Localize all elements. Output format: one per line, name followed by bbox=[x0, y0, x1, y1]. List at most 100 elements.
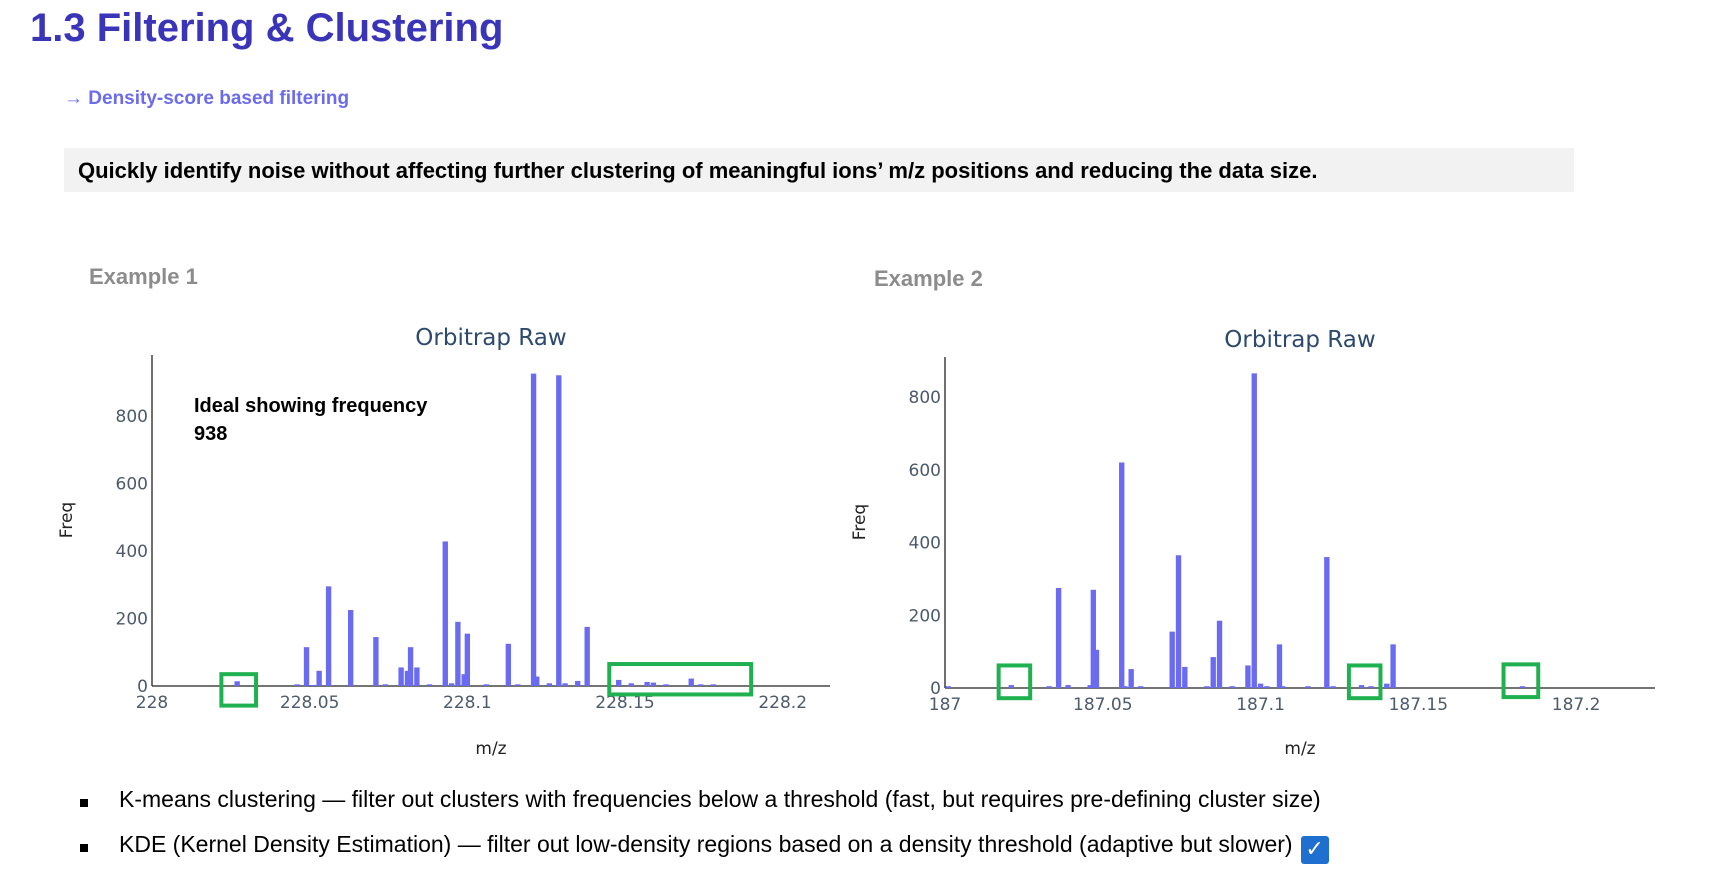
chart-example-2: Orbitrap Raw 0 200 400 600 800 187 187.05 187.1 1… bbox=[850, 327, 1655, 759]
bar bbox=[464, 633, 471, 686]
bar bbox=[382, 684, 389, 686]
bar bbox=[1055, 587, 1062, 688]
y-tick-label: 600 bbox=[116, 474, 148, 494]
bar bbox=[1368, 686, 1374, 688]
chart-title: Orbitrap Raw bbox=[415, 325, 566, 351]
bar bbox=[1128, 669, 1134, 688]
bar bbox=[404, 670, 411, 686]
y-tick-label: 400 bbox=[116, 542, 148, 562]
bar bbox=[1216, 620, 1223, 688]
bar bbox=[1279, 686, 1286, 688]
bar bbox=[515, 684, 521, 686]
example-2-label: Example 2 bbox=[874, 266, 983, 291]
bar bbox=[1519, 686, 1526, 688]
bar bbox=[1384, 683, 1390, 688]
bullet-text: KDE (Kernel Density Estimation) — filter… bbox=[119, 831, 1329, 864]
bar bbox=[556, 375, 562, 686]
bar bbox=[650, 682, 657, 686]
bar bbox=[1122, 686, 1128, 688]
bar bbox=[505, 643, 512, 686]
bar bbox=[688, 678, 694, 686]
bar bbox=[1204, 686, 1210, 688]
bar bbox=[398, 667, 404, 686]
bar bbox=[407, 647, 414, 686]
bar bbox=[455, 621, 461, 686]
bar bbox=[616, 679, 622, 686]
y-axis-title: Freq bbox=[850, 504, 870, 540]
bar bbox=[1229, 686, 1235, 688]
summary-banner: Quickly identify noise without affecting… bbox=[64, 148, 1574, 192]
bullet-icon bbox=[80, 844, 88, 852]
bar bbox=[347, 610, 354, 686]
bar bbox=[534, 676, 540, 686]
bar bbox=[483, 684, 489, 686]
bullet-text-kde: KDE (Kernel Density Estimation) — filter… bbox=[119, 831, 1293, 857]
bar bbox=[1090, 589, 1096, 688]
y-tick-label: 600 bbox=[909, 461, 941, 481]
bar bbox=[1251, 373, 1257, 688]
y-tick-label: 0 bbox=[930, 679, 941, 699]
annotation-line-2: 938 bbox=[194, 423, 228, 445]
bar bbox=[1046, 686, 1052, 688]
bar bbox=[575, 680, 581, 686]
noise-highlight-box bbox=[1346, 663, 1383, 701]
bar bbox=[1305, 686, 1311, 688]
bar bbox=[1137, 686, 1144, 688]
bar bbox=[316, 670, 322, 686]
bar bbox=[1087, 685, 1093, 688]
bar bbox=[294, 684, 300, 686]
x-axis-title: m/z bbox=[475, 739, 506, 759]
bar bbox=[303, 647, 310, 686]
bar bbox=[1358, 685, 1365, 688]
bar bbox=[448, 683, 455, 686]
bar bbox=[1008, 685, 1014, 688]
y-tick-label: 800 bbox=[116, 407, 148, 427]
y-axis-title: Freq bbox=[57, 502, 77, 538]
ideal-frequency-annotation: Ideal showing frequency 938 bbox=[194, 392, 427, 448]
bullet-text: K-means clustering — filter out clusters… bbox=[119, 786, 1321, 812]
x-tick-label: 187.05 bbox=[1073, 695, 1132, 715]
x-tick-label: 228.05 bbox=[280, 693, 339, 713]
noise-highlight-box bbox=[219, 672, 259, 708]
bar bbox=[530, 373, 537, 686]
x-axis-title: m/z bbox=[1284, 739, 1315, 759]
bar bbox=[1210, 657, 1216, 688]
bar bbox=[1169, 631, 1175, 688]
bar bbox=[1264, 686, 1270, 688]
annotation-line-1: Ideal showing frequency bbox=[194, 395, 428, 417]
bar bbox=[1390, 644, 1396, 688]
bar bbox=[461, 674, 467, 686]
bar bbox=[584, 626, 590, 686]
bar bbox=[1330, 686, 1336, 688]
bar bbox=[1245, 665, 1251, 688]
bar bbox=[1276, 644, 1283, 688]
x-tick-label: 228.1 bbox=[443, 693, 492, 713]
bar bbox=[373, 637, 379, 686]
x-tick-label: 187.2 bbox=[1552, 695, 1601, 715]
bar bbox=[1065, 685, 1071, 688]
bar bbox=[426, 684, 433, 686]
x-tick-label: 228 bbox=[136, 693, 168, 713]
noise-highlight-box bbox=[607, 662, 754, 697]
y-tick-label: 800 bbox=[909, 388, 941, 408]
bar bbox=[710, 684, 717, 686]
y-tick-label: 0 bbox=[137, 677, 148, 697]
x-tick-label: 228.15 bbox=[595, 693, 654, 713]
bar bbox=[1324, 557, 1330, 688]
bar bbox=[442, 541, 448, 686]
section-subtitle: → Density-score based filtering bbox=[64, 88, 350, 109]
bar bbox=[698, 684, 704, 686]
bar bbox=[562, 683, 568, 686]
bar bbox=[1119, 462, 1125, 688]
bar bbox=[1182, 666, 1188, 688]
bar bbox=[644, 681, 650, 686]
example-1-label: Example 1 bbox=[89, 264, 198, 289]
bullet-icon bbox=[80, 799, 88, 807]
bar bbox=[663, 684, 669, 686]
bar bbox=[1257, 683, 1264, 688]
y-tick-label: 200 bbox=[909, 606, 941, 626]
y-tick-label: 200 bbox=[116, 609, 148, 629]
x-tick-label: 228.2 bbox=[758, 693, 807, 713]
chart-example-1: Orbitrap Raw 0 200 400 600 800 228 228.05 228.1 2… bbox=[57, 325, 830, 759]
bar bbox=[628, 683, 635, 686]
